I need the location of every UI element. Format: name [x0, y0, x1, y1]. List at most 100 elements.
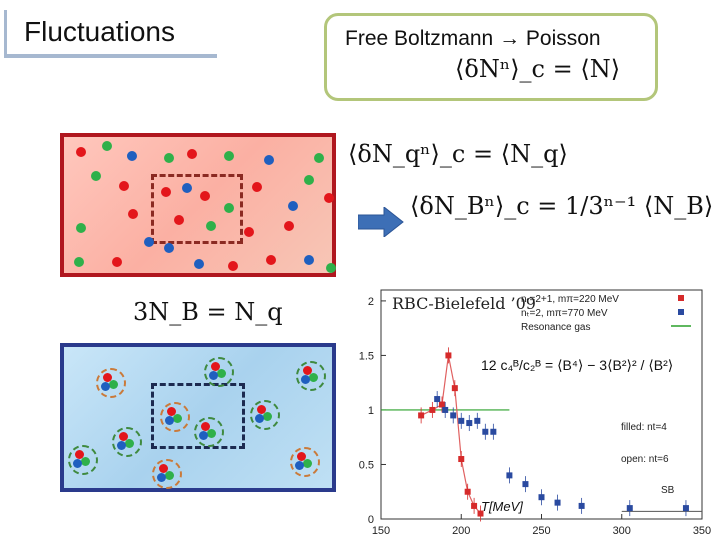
blue-quark-dot [295, 461, 304, 470]
red-quark-dot [244, 227, 254, 237]
red-quark-dot [174, 215, 184, 225]
data-point [471, 503, 477, 509]
green-quark-dot [125, 439, 134, 448]
data-point [429, 407, 435, 413]
x-tick-label: 300 [613, 525, 631, 537]
green-quark-dot [91, 171, 101, 181]
data-point [458, 456, 464, 462]
blue-quark-dot [301, 375, 310, 384]
data-point [555, 500, 561, 506]
y-tick-label: 1.5 [359, 350, 374, 362]
blue-quark-dot [304, 255, 314, 265]
y-tick-label: 2 [368, 296, 374, 308]
data-point [627, 505, 633, 511]
data-point [434, 396, 440, 402]
red-quark-dot [161, 187, 171, 197]
green-quark-dot [165, 471, 174, 480]
data-point [522, 481, 528, 487]
red-quark-dot [187, 149, 197, 159]
data-point [465, 489, 471, 495]
baryon-cluster [96, 368, 126, 398]
green-quark-dot [309, 373, 318, 382]
blue-quark-dot [182, 183, 192, 193]
baryon-cluster [290, 447, 320, 477]
green-quark-dot [74, 257, 84, 267]
poisson-equation: ⟨δNⁿ⟩_c = ⟨N⟩ [455, 55, 620, 83]
baryon-cluster [112, 427, 142, 457]
legend-marker [678, 309, 684, 315]
data-point [442, 407, 448, 413]
callout-title: Free Boltzmann → Poisson [345, 27, 601, 51]
blue-quark-dot [117, 441, 126, 450]
red-quark-dot [112, 257, 122, 267]
baryon-cluster [194, 417, 224, 447]
x-tick-label: 150 [372, 525, 390, 537]
blue-quark-dot [199, 431, 208, 440]
slide-title: Fluctuations [24, 16, 175, 48]
green-quark-dot [224, 151, 234, 161]
blue-quark-dot [194, 259, 204, 269]
y-ratio-label: 12 c₄ᴮ/c₂ᴮ = ⟨B⁴⟩ − 3⟨B²⟩² / ⟨B²⟩ [481, 357, 673, 373]
green-quark-dot [314, 153, 324, 163]
note-sb: SB [661, 485, 675, 496]
baryon-cumulant-equation: ⟨δN_Bⁿ⟩_c = 1/3ⁿ⁻¹ ⟨N_B⟩ [410, 192, 713, 220]
baryon-cluster [160, 402, 190, 432]
note-open: open: nt=6 [621, 454, 669, 465]
red-quark-dot [228, 261, 238, 271]
red-quark-dot [252, 182, 262, 192]
green-quark-dot [207, 429, 216, 438]
note-filled: filled: nt=4 [621, 422, 667, 433]
green-quark-dot [217, 369, 226, 378]
red-quark-dot [266, 255, 276, 265]
quark-gas-panel [60, 133, 336, 277]
quark-cumulant-equation: ⟨δN_qⁿ⟩_c = ⟨N_q⟩ [348, 140, 568, 168]
red-quark-dot [324, 193, 334, 203]
blue-quark-dot [264, 155, 274, 165]
blue-quark-dot [164, 243, 174, 253]
green-quark-dot [109, 380, 118, 389]
green-quark-dot [173, 414, 182, 423]
green-quark-dot [81, 457, 90, 466]
green-quark-dot [224, 203, 234, 213]
red-quark-dot [200, 191, 210, 201]
green-quark-dot [206, 221, 216, 231]
blue-quark-dot [288, 201, 298, 211]
data-point [466, 420, 472, 426]
green-quark-dot [326, 263, 336, 273]
blue-quark-dot [165, 416, 174, 425]
data-point [490, 429, 496, 435]
blue-quark-dot [127, 151, 137, 161]
data-point [683, 505, 689, 511]
data-point [450, 412, 456, 418]
baryon-cluster [296, 361, 326, 391]
blue-quark-dot [144, 237, 154, 247]
y-tick-label: 1 [368, 405, 374, 417]
blue-quark-dot [255, 414, 264, 423]
data-point [482, 429, 488, 435]
baryon-quark-relation: 3N_B = N_q [133, 298, 283, 326]
x-tick-label: 200 [452, 525, 470, 537]
blue-quark-dot [73, 459, 82, 468]
green-quark-dot [164, 153, 174, 163]
baryon-cluster [68, 445, 98, 475]
data-point [418, 412, 424, 418]
data-point [506, 472, 512, 478]
x-tick-label: 250 [532, 525, 550, 537]
y-tick-label: 0 [368, 514, 374, 526]
data-point [474, 418, 480, 424]
data-point [579, 503, 585, 509]
red-quark-dot [284, 221, 294, 231]
green-quark-dot [303, 459, 312, 468]
red-quark-dot [76, 147, 86, 157]
green-quark-dot [263, 412, 272, 421]
series-line [421, 355, 480, 513]
legend-marker [678, 295, 684, 301]
data-point [458, 418, 464, 424]
blue-quark-dot [101, 382, 110, 391]
red-quark-dot [119, 181, 129, 191]
blue-quark-dot [209, 371, 218, 380]
x-axis-label: T[MeV] [481, 499, 523, 514]
data-point [439, 402, 445, 408]
data-point [539, 494, 545, 500]
baryon-cluster [204, 357, 234, 387]
